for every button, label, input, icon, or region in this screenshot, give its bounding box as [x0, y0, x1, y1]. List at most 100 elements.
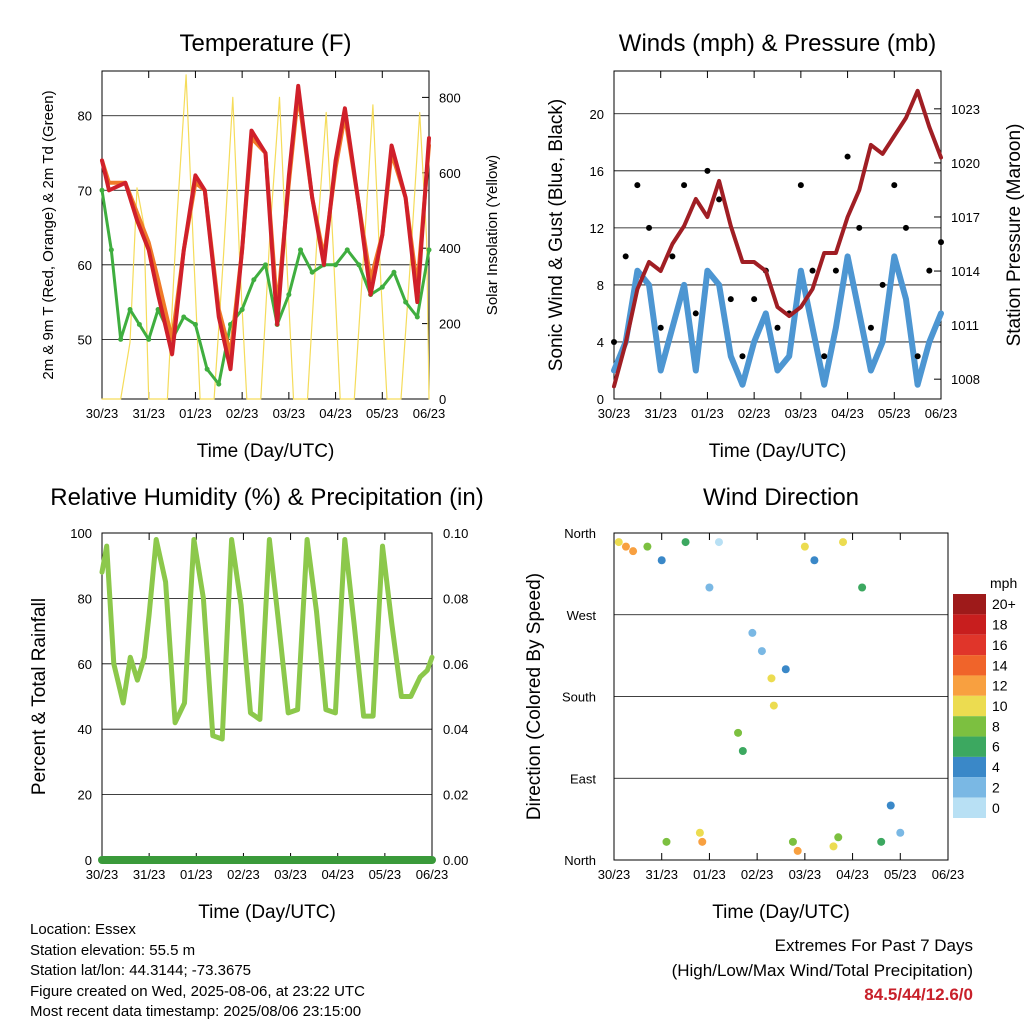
temperature-dewpoint-point — [286, 292, 292, 298]
extremes-title: Extremes For Past 7 Days — [774, 936, 973, 955]
temperature-y2-tick-label: 400 — [439, 241, 461, 256]
direction-y-tick-label: South — [562, 690, 596, 705]
direction-point — [705, 583, 714, 592]
direction-title: Wind Direction — [703, 484, 859, 511]
temperature-dewpoint-point — [356, 262, 362, 268]
station-latlon: Station lat/lon: 44.3144; -73.3675 — [30, 962, 252, 979]
temperature-ylabel-left: 2m & 9m T (Red, Orange) & 2m Td (Green) — [40, 90, 57, 379]
winds-gust-point — [844, 153, 851, 160]
direction-point — [896, 828, 905, 837]
winds-y-tick-label: 0 — [597, 392, 604, 407]
humidity-xlabel: Time (Day/UTC) — [198, 902, 336, 923]
direction-point — [695, 828, 704, 837]
temperature-x-tick-label: 31/23 — [132, 406, 165, 421]
temperature-x-tick-label: 01/23 — [179, 406, 212, 421]
colorbar-swatch — [953, 614, 986, 635]
temperature-dewpoint-point — [204, 366, 210, 372]
humidity-y-tick-label: 60 — [78, 657, 92, 672]
colorbar-label: 8 — [992, 718, 1000, 734]
direction-y-tick-label: North — [564, 853, 596, 868]
station-location: Location: Essex — [30, 921, 136, 938]
winds-gust-point — [669, 253, 676, 260]
humidity-x-tick-label: 01/23 — [180, 867, 213, 882]
direction-point — [734, 728, 743, 737]
colorbar-label: 12 — [992, 678, 1008, 694]
direction-x-tick-label: 01/23 — [693, 867, 726, 882]
colorbar-label: 10 — [992, 698, 1008, 714]
direction-point — [800, 542, 809, 551]
temperature-dewpoint-point — [108, 247, 114, 253]
colorbar-swatch — [953, 797, 986, 818]
winds-gust-point — [902, 224, 909, 231]
colorbar-swatch — [953, 655, 986, 676]
humidity-y-tick-label: 80 — [78, 591, 92, 606]
direction-point — [839, 538, 848, 547]
temperature-dewpoint-point — [239, 307, 245, 313]
temperature-series-2m-t — [100, 83, 431, 372]
temperature-title: Temperature (F) — [179, 30, 351, 57]
temperature-dewpoint-point — [403, 299, 409, 305]
station-info: Location: Essex Station elevation: 55.5 … — [30, 920, 365, 1023]
winds-x-tick-label: 02/23 — [738, 406, 771, 421]
humidity-x-tick-label: 05/23 — [369, 867, 402, 882]
humidity-x-tick-label: 31/23 — [133, 867, 166, 882]
temperature-x-tick-label: 04/23 — [319, 406, 352, 421]
humidity-ylabel-left: Percent & Total Rainfall — [29, 598, 50, 795]
direction-x-tick-label: 06/23 — [932, 867, 965, 882]
winds-gust-point — [821, 353, 828, 360]
winds-series-pressure — [612, 88, 943, 389]
winds-gust-point — [879, 281, 886, 288]
humidity-y-tick-label: 20 — [78, 788, 92, 803]
direction-point — [748, 628, 757, 637]
winds-gust-point — [716, 196, 723, 203]
winds-gust-point — [797, 182, 804, 189]
humidity-y-tick-label: 0 — [85, 853, 92, 868]
direction-xlabel: Time (Day/UTC) — [712, 902, 850, 923]
humidity-x-tick-label: 04/23 — [321, 867, 354, 882]
winds-y2-tick-label: 1014 — [951, 264, 980, 279]
winds-x-tick-label: 06/23 — [925, 406, 958, 421]
direction-point — [788, 837, 797, 846]
winds-gust-point — [856, 224, 863, 231]
direction-point — [714, 538, 723, 547]
direction-point — [877, 837, 886, 846]
direction-point — [681, 538, 690, 547]
winds-xlabel: Time (Day/UTC) — [709, 441, 847, 462]
temperature-dewpoint-point — [136, 321, 142, 327]
winds-frame — [613, 70, 942, 400]
temperature-dewpoint-point — [251, 277, 257, 283]
temperature-y-tick-label: 60 — [78, 258, 92, 273]
direction-x-tick-label: 05/23 — [884, 867, 917, 882]
colorbar-label: 18 — [992, 617, 1008, 633]
winds-gust-point — [809, 267, 816, 274]
colorbar-swatch — [953, 736, 986, 757]
temperature-dewpoint-point — [181, 314, 187, 320]
direction-point — [621, 542, 630, 551]
colorbar-unit: mph — [990, 575, 1017, 591]
winds-gust-point — [727, 296, 734, 303]
direction-point — [858, 583, 867, 592]
humidity-y2-tick-label: 0.04 — [443, 722, 468, 737]
temperature-x-tick-label: 05/23 — [366, 406, 399, 421]
winds-ylabel-right: Station Pressure (Maroon) — [1004, 124, 1024, 347]
temperature-x-tick-label: 03/23 — [273, 406, 306, 421]
temperature-y-tick-label: 50 — [78, 332, 92, 347]
humidity-y2-tick-label: 0.08 — [443, 591, 468, 606]
temperature-dewpoint-point — [298, 247, 304, 253]
temperature-y2-tick-label: 600 — [439, 166, 461, 181]
humidity-y-tick-label: 40 — [78, 722, 92, 737]
colorbar-swatch — [953, 777, 986, 798]
winds-gust-point — [914, 353, 921, 360]
direction-point — [757, 647, 766, 656]
direction-x-tick-label: 30/23 — [598, 867, 631, 882]
colorbar-label: 16 — [992, 637, 1008, 653]
temperature-dewpoint-point — [391, 269, 397, 275]
temperature-dewpoint-point — [344, 247, 350, 253]
temperature-dewpoint-point — [426, 247, 432, 253]
direction-point — [886, 801, 895, 810]
temperature-x-tick-label: 30/23 — [86, 406, 119, 421]
colorbar-label: 2 — [992, 779, 1000, 795]
humidity-x-tick-label: 30/23 — [86, 867, 119, 882]
direction-point — [767, 674, 776, 683]
